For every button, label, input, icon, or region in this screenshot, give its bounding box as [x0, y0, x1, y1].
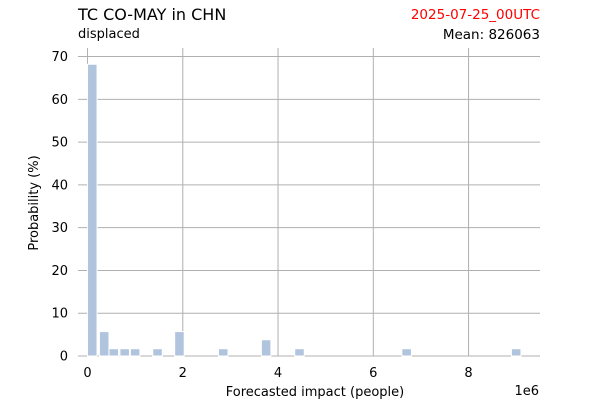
grid-lines — [78, 48, 540, 357]
y-tick-label: 0 — [60, 350, 68, 365]
y-tick-label: 60 — [51, 93, 68, 108]
y-tick-label: 20 — [51, 264, 68, 279]
y-tick-label: 30 — [51, 221, 68, 236]
histogram-bar — [294, 348, 305, 357]
y-tick-label: 50 — [51, 136, 68, 151]
histogram-bar — [108, 348, 119, 357]
chart-title: TC CO-MAY in CHN — [78, 5, 227, 24]
x-tick-label: 4 — [274, 366, 282, 381]
y-axis-label: Probability (%) — [27, 155, 42, 250]
histogram-bar — [98, 331, 110, 357]
mean-value-label: Mean: 826063 — [442, 27, 540, 43]
chart-subtitle: displaced — [78, 27, 140, 42]
y-tick-label: 70 — [51, 50, 68, 65]
histogram-bar — [152, 348, 163, 357]
histogram-bar — [119, 348, 130, 357]
y-tick-label: 40 — [51, 178, 68, 193]
bars — [87, 63, 522, 357]
histogram-bar — [401, 348, 412, 357]
y-tick-label: 10 — [51, 307, 68, 322]
forecast-datestamp: 2025-07-25_00UTC — [410, 7, 540, 23]
x-tick-label: 6 — [369, 366, 377, 381]
x-tick-label: 8 — [464, 366, 472, 381]
histogram-bar — [260, 339, 272, 357]
x-tick-label: 2 — [179, 366, 187, 381]
histogram-bar — [510, 348, 522, 357]
histogram-bar — [87, 63, 98, 357]
x-axis-label: Forecasted impact (people) — [226, 385, 404, 400]
histogram-bar — [129, 348, 141, 357]
x-axis-offset-label: 1e6 — [514, 384, 539, 399]
histogram-bar — [174, 331, 185, 357]
axis-ticks: 0 10 20 30 40 50 60 70 0 2 4 6 8 — [51, 50, 472, 381]
histogram-bar — [218, 348, 229, 357]
x-tick-label: 0 — [83, 366, 91, 381]
